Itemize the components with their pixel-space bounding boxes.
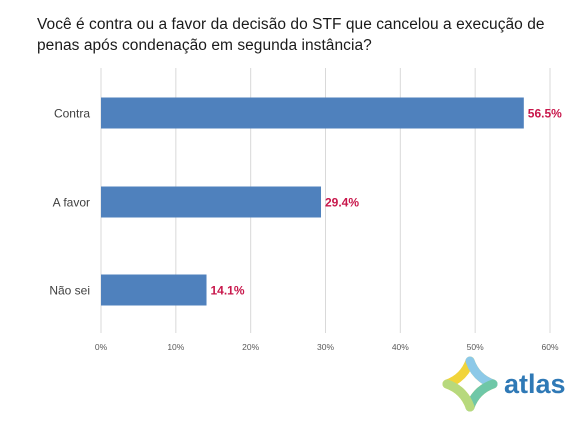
x-tick-label: 0% bbox=[95, 342, 108, 352]
x-tick-label: 30% bbox=[317, 342, 334, 352]
x-tick-label: 60% bbox=[541, 342, 558, 352]
value-labels: 56.5% 29.4% 14.1% bbox=[211, 107, 563, 298]
atlas-logo-icon bbox=[442, 356, 498, 412]
bar bbox=[101, 274, 207, 306]
x-tick-label: 50% bbox=[467, 342, 484, 352]
value-label: 14.1% bbox=[211, 284, 245, 298]
value-label: 56.5% bbox=[528, 107, 562, 121]
category-labels: Contra A favor Não sei bbox=[49, 107, 90, 298]
category-label: Não sei bbox=[49, 284, 90, 298]
bars bbox=[101, 97, 524, 306]
atlas-logo: atlas bbox=[442, 356, 566, 412]
category-label: Contra bbox=[54, 107, 90, 121]
value-label: 29.4% bbox=[325, 196, 359, 210]
x-tick-label: 20% bbox=[242, 342, 259, 352]
atlas-logo-text: atlas bbox=[504, 369, 566, 399]
bar-chart: Contra A favor Não sei 56.5% 29.4% 14.1% 0% 1… bbox=[49, 68, 563, 352]
bar bbox=[101, 97, 524, 129]
x-tick-label: 10% bbox=[167, 342, 184, 352]
bar bbox=[101, 186, 322, 218]
category-label: A favor bbox=[53, 196, 90, 210]
x-tick-labels: 0% 10% 20% 30% 40% 50% 60% bbox=[95, 342, 559, 352]
x-tick-label: 40% bbox=[392, 342, 409, 352]
chart-title: Você é contra ou a favor da decisão do S… bbox=[37, 16, 545, 54]
